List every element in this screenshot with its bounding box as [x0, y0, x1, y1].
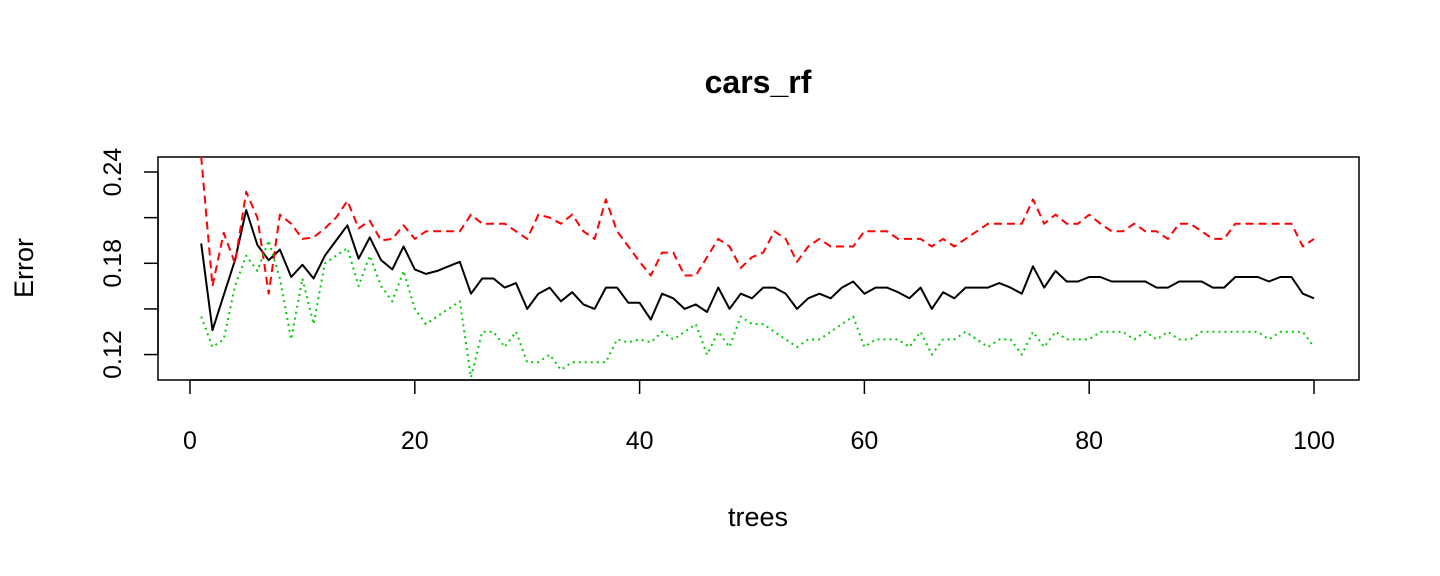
- y-axis: 0.12 0.18 0.24: [99, 148, 159, 379]
- chart-title: cars_rf: [705, 64, 812, 100]
- y-tick-label: 0.12: [99, 330, 127, 379]
- y-tick-label: 0.24: [99, 148, 127, 197]
- y-tick-label: 0.18: [99, 239, 127, 288]
- series-group: [200, 156, 1315, 379]
- series-line-dashed: [200, 156, 1315, 295]
- x-tick-label: 100: [1293, 427, 1335, 455]
- plot-frame: [157, 156, 1360, 381]
- series-line-dotted: [200, 239, 1315, 379]
- x-tick-label: 20: [401, 427, 429, 455]
- x-tick-label: 80: [1075, 427, 1103, 455]
- x-axis-label: trees: [728, 502, 788, 532]
- x-axis: 0 20 40 60 80 100: [183, 379, 1335, 455]
- x-tick-label: 40: [626, 427, 654, 455]
- series-line-solid: [200, 209, 1315, 332]
- x-tick-label: 60: [850, 427, 878, 455]
- x-tick-label: 0: [183, 427, 197, 455]
- y-axis-label: Error: [9, 238, 39, 298]
